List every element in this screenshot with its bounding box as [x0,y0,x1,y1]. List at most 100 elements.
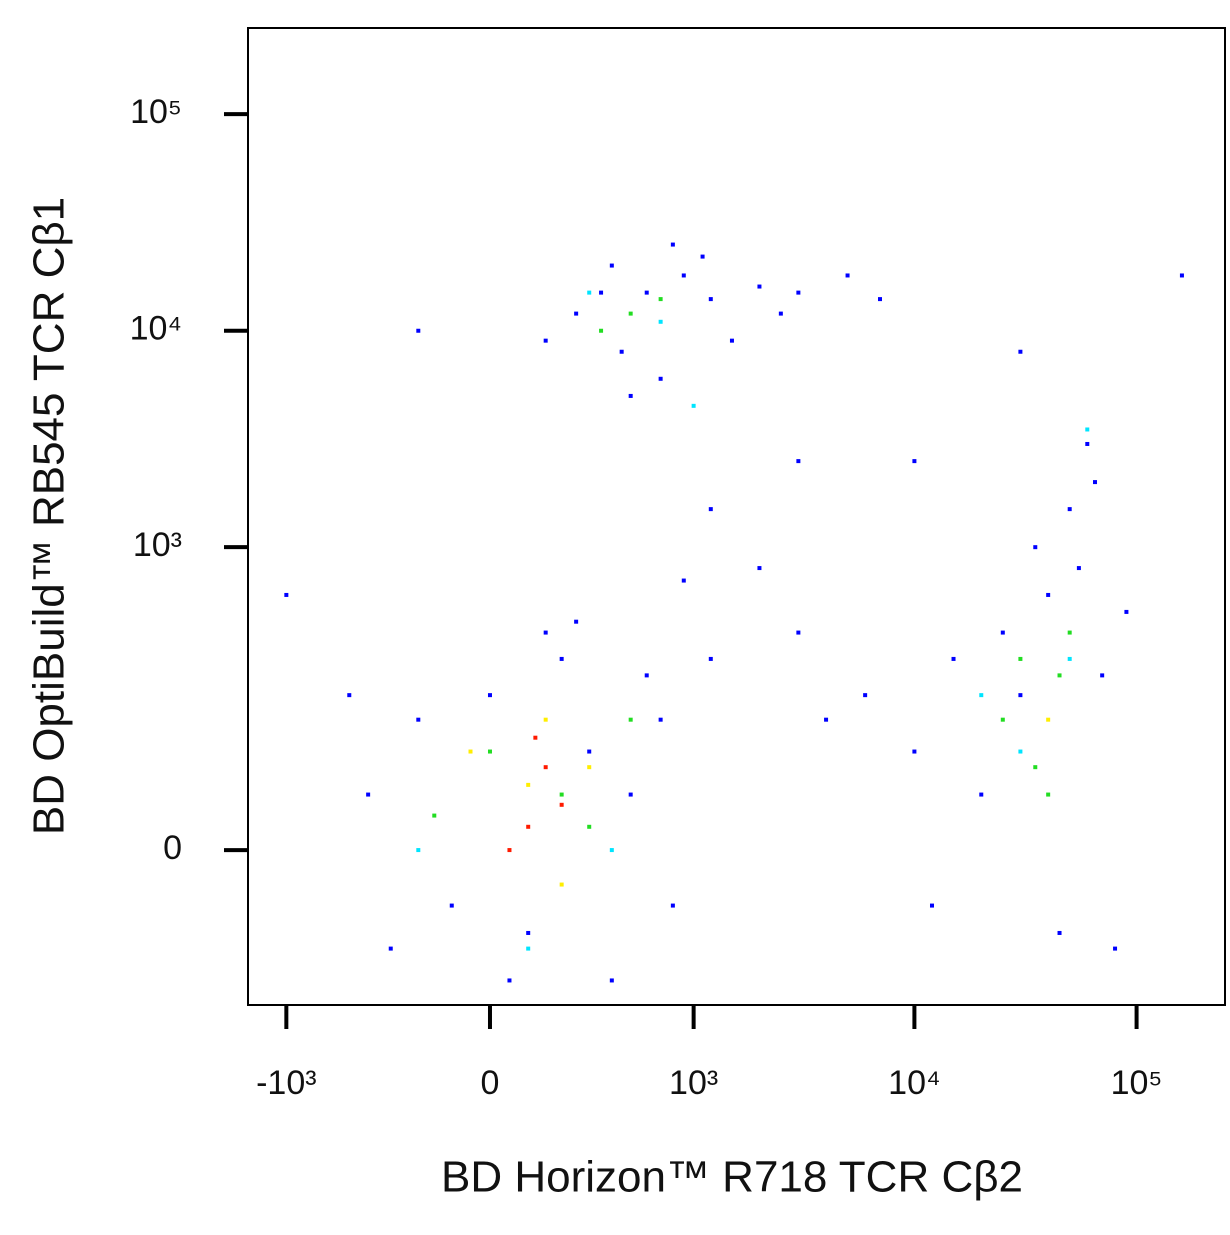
y-tick-label: 10⁵ [130,93,182,131]
dot [1018,349,1023,354]
y-tick-label: 10³ [133,526,182,564]
dot [416,328,421,333]
dot [526,824,531,829]
dot [1057,930,1062,935]
dot [644,290,649,295]
x-tick-label: 10⁴ [888,1064,940,1102]
dot [1057,673,1062,678]
dot [1124,609,1129,614]
dot [432,813,437,818]
dot [796,459,801,464]
dot [1113,946,1118,951]
dot [658,319,663,324]
dot [929,903,934,908]
dot [1067,630,1072,635]
dot [587,749,592,754]
dot [658,376,663,381]
dot [708,507,713,512]
x-axis-label: BD Horizon™ R718 TCR Cβ2 [441,1153,1023,1202]
dot [796,290,801,295]
dot [878,297,883,302]
dot [416,717,421,722]
dot [1179,273,1184,278]
dot [587,765,592,770]
dot [347,693,352,698]
dot [824,717,829,722]
dot [599,290,604,295]
dot [628,393,633,398]
x-tick-label: 10³ [669,1064,718,1102]
dot [658,297,663,302]
dot [1100,673,1105,678]
dot [979,792,984,797]
dot [533,735,538,740]
dot [587,824,592,829]
dot [778,311,783,316]
dot [543,717,548,722]
dot [845,273,850,278]
dot [1018,656,1023,661]
dot [628,311,633,316]
dot [559,656,564,661]
dot [1046,717,1051,722]
dot [609,848,614,853]
dot [609,978,614,983]
dot [912,459,917,464]
dot [1085,427,1090,432]
dot [796,630,801,635]
plot-frame [247,27,1226,1006]
dot [863,693,868,698]
dot [559,802,564,807]
dot [543,630,548,635]
dot [609,263,614,268]
dot [599,328,604,333]
dot [1046,792,1051,797]
dot [1000,717,1005,722]
dot [1046,592,1051,597]
dot [628,717,633,722]
dot [1076,566,1081,571]
dot [487,693,492,698]
dot [416,848,421,853]
dot [670,242,675,247]
dot [526,946,531,951]
dot [543,765,548,770]
dot [681,273,686,278]
y-tick-label: 10⁴ [130,310,182,348]
dot [619,349,624,354]
dot [366,792,371,797]
dot [628,792,633,797]
dot [644,673,649,678]
dot [708,656,713,661]
dot [574,311,579,316]
x-tick-label: 10⁵ [1111,1064,1163,1102]
dot [449,903,454,908]
dot [507,978,512,983]
x-tick-label: -10³ [256,1064,316,1102]
dot [708,297,713,302]
dot [670,903,675,908]
dot [1067,507,1072,512]
dot [1018,749,1023,754]
dot [284,592,289,597]
dot [912,749,917,754]
dot [526,930,531,935]
dot [574,619,579,624]
dot [587,290,592,295]
dot [681,578,686,583]
dot [757,566,762,571]
x-tick-label: 0 [481,1064,500,1102]
y-tick-label: 0 [163,829,182,867]
dot [487,749,492,754]
dot [757,284,762,289]
dot [1033,545,1038,550]
dot [979,693,984,698]
dot [1018,693,1023,698]
dot [468,749,473,754]
dot [951,656,956,661]
dot [729,338,734,343]
dot [559,792,564,797]
dot [1033,765,1038,770]
dot [507,848,512,853]
